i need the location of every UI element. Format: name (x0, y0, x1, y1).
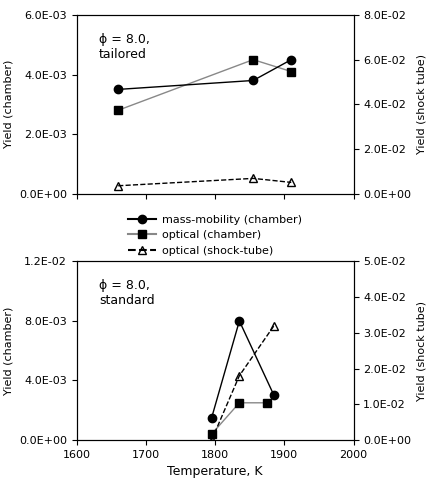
Y-axis label: Yield (chamber): Yield (chamber) (3, 306, 13, 395)
Text: ϕ = 8.0,
tailored: ϕ = 8.0, tailored (99, 33, 150, 61)
Text: ϕ = 8.0,
standard: ϕ = 8.0, standard (99, 280, 155, 307)
Y-axis label: Yield (chamber): Yield (chamber) (3, 60, 13, 148)
Y-axis label: Yield (shock tube): Yield (shock tube) (417, 300, 426, 400)
Y-axis label: Yield (shock tube): Yield (shock tube) (417, 54, 426, 154)
X-axis label: Temperature, K: Temperature, K (167, 466, 263, 478)
Legend: mass-mobility (chamber), optical (chamber), optical (shock-tube): mass-mobility (chamber), optical (chambe… (129, 215, 302, 256)
